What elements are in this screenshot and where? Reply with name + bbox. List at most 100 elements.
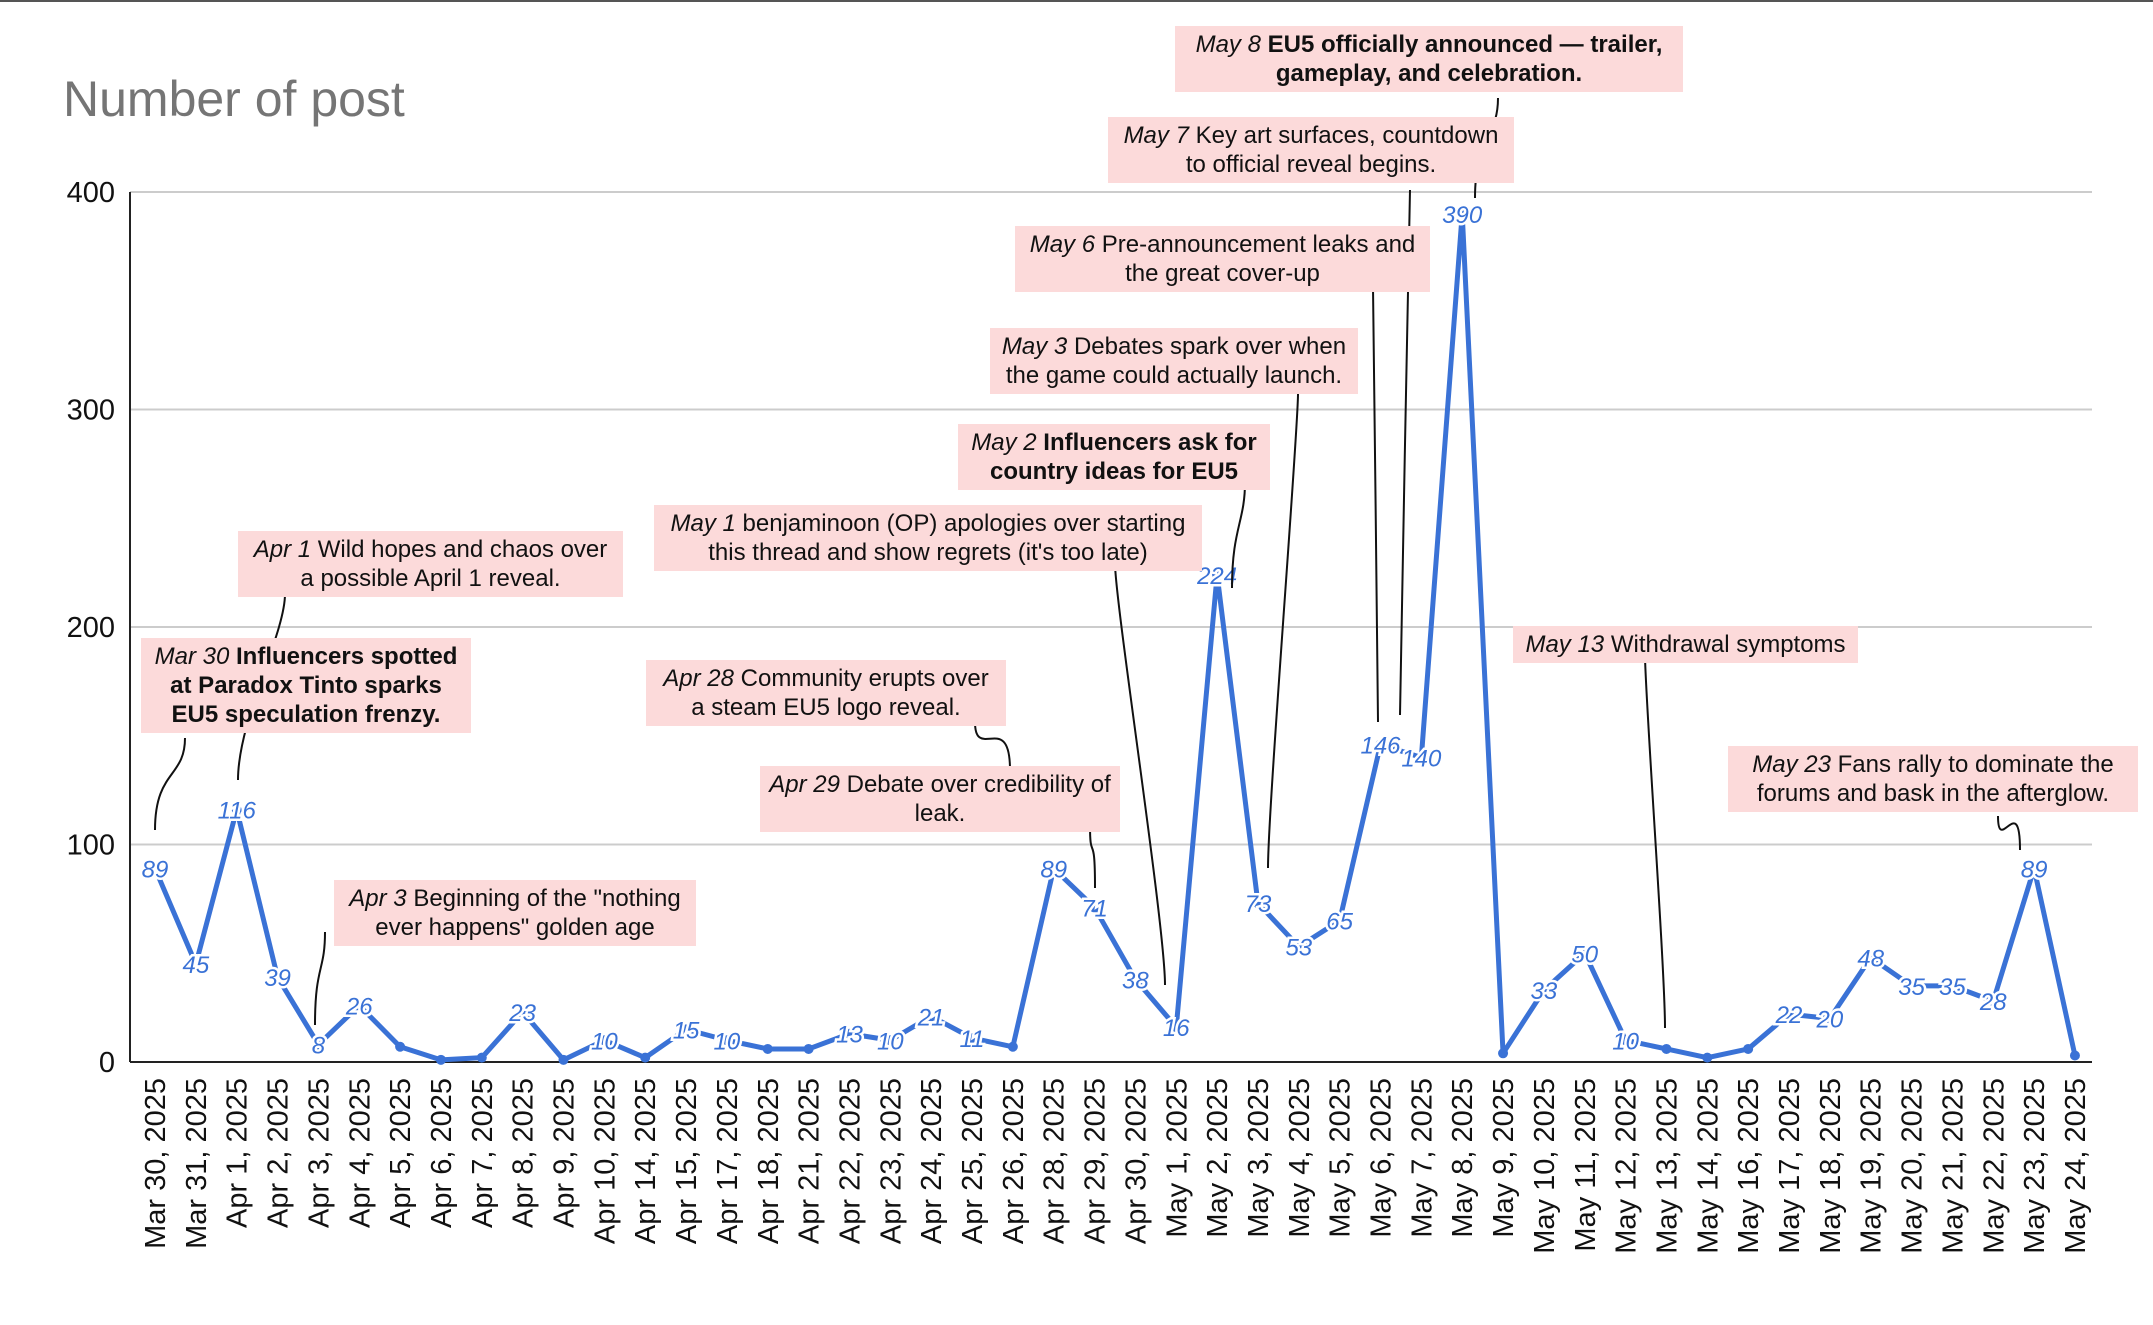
data-point [1130,974,1141,985]
x-tick-label: May 3, 2025 [1243,1078,1275,1238]
data-point [354,1000,365,1011]
data-point [190,959,201,970]
data-label: 10 [714,1028,741,1055]
x-tick-label: May 11, 2025 [1570,1078,1602,1252]
annotation-line: Apr 28 Community erupts over [654,664,998,693]
x-tick-label: Mar 30, 2025 [140,1078,172,1249]
annotation-line: country ideas for EU5 [966,457,1262,486]
x-tick-label: Apr 22, 2025 [834,1078,866,1244]
annotation-text: country ideas for EU5 [989,458,1239,485]
annotation-line: to official reveal begins. [1116,150,1506,179]
annotation-leader [1997,815,2021,851]
y-tick-label: 0 [99,1047,115,1079]
x-tick-label: Apr 9, 2025 [549,1078,581,1228]
data-label: 35 [1939,974,1966,1001]
annotation-date: May 8 [1195,31,1261,58]
annotation-date: Mar 30 [154,643,230,670]
annotation-line: Mar 30 Influencers spotted [149,642,463,671]
data-point [1293,941,1304,952]
x-tick-label: May 5, 2025 [1325,1078,1357,1238]
annotation-line: the game could actually launch. [998,361,1350,390]
annotation-text: Beginning of the "nothing [413,885,681,912]
data-label: 50 [1571,941,1598,968]
data-point [150,863,160,874]
x-tick-label: May 23, 2025 [2019,1078,2051,1254]
annotation-date: May 2 [971,429,1037,456]
annotation-text: the great cover-up [1125,260,1320,287]
data-point [721,1035,732,1046]
data-point [1538,985,1549,996]
data-point [1048,863,1059,874]
annotation-box: May 8 EU5 officially announced — trailer… [1175,26,1683,92]
annotation-box: May 6 Pre-announcement leaks and the grea… [1015,226,1430,292]
annotation-leader [1231,481,1246,589]
annotation-line: May 7 Key art surfaces, countdown [1116,121,1506,150]
x-tick-label: May 9, 2025 [1488,1078,1520,1238]
x-tick-label: Apr 5, 2025 [385,1078,417,1228]
annotation-text: the game could actually launch. [1005,362,1343,389]
data-point [1784,1009,1794,1020]
annotation-text: a steam EU5 logo reveal. [691,694,961,721]
data-label: 73 [1245,891,1272,918]
annotation-leader [1089,824,1096,889]
annotation-line: Apr 1 Wild hopes and chaos over [246,535,615,564]
data-point [803,1043,814,1054]
data-label: 13 [836,1022,863,1049]
series-line [152,211,2078,1063]
annotation-line: May 8 EU5 officially announced — trailer… [1183,30,1675,59]
data-point [599,1035,610,1046]
x-tick-label: Apr 7, 2025 [467,1078,499,1228]
data-point [1089,902,1100,913]
data-point [1743,1043,1754,1054]
annotation-text: Influencers ask for [1043,429,1257,456]
x-tick-label: Apr 18, 2025 [753,1078,785,1244]
data-point [1865,952,1876,963]
data-label: 89 [142,856,169,883]
x-tick-label: Apr 15, 2025 [671,1078,703,1244]
data-label: 140 [1401,746,1442,773]
data-point [681,1024,692,1035]
x-tick-label: Apr 28, 2025 [1039,1078,1071,1244]
annotation-text: to official reveal begins. [1185,151,1437,178]
x-tick-label: Apr 30, 2025 [1120,1078,1152,1244]
data-point [1007,1041,1018,1052]
annotation-line: forums and bask in the afterglow. [1736,779,2130,808]
data-point [1334,915,1345,926]
y-tick-label: 300 [67,395,115,427]
x-tick-label: Apr 14, 2025 [630,1078,662,1244]
x-tick-label: Apr 21, 2025 [794,1078,826,1244]
data-label: 23 [508,1000,536,1027]
annotation-box: May 7 Key art surfaces, countdown to offi… [1108,117,1514,183]
annotation-date: Apr 1 [253,536,312,563]
x-tick-label: May 19, 2025 [1856,1078,1888,1254]
data-point [2029,863,2040,874]
annotation-date: Apr 28 [663,665,734,692]
y-tick-label: 200 [67,612,115,644]
data-point [1824,1013,1835,1024]
data-point [967,1033,977,1044]
x-tick-label: May 16, 2025 [1733,1078,1765,1254]
annotation-line: May 1 benjaminoon (OP) apologies over st… [662,509,1194,538]
data-label: 26 [345,993,373,1020]
annotation-date: May 7 [1123,122,1189,149]
annotation-text: Debates spark over when [1073,333,1347,360]
data-label: 89 [1040,856,1067,883]
x-tick-label: May 8, 2025 [1447,1078,1479,1238]
annotation-text: gameplay, and celebration. [1275,60,1583,87]
annotation-text: Community erupts over [740,665,989,692]
data-point [1171,1022,1182,1033]
data-label: 10 [591,1028,618,1055]
annotation-line: a steam EU5 logo reveal. [654,693,998,722]
data-point [558,1054,569,1065]
y-tick-label: 100 [67,830,115,862]
x-tick-label: Apr 24, 2025 [916,1078,948,1244]
annotation-text: Wild hopes and chaos over [317,536,608,563]
annotation-leader [1114,562,1166,986]
data-point [1252,898,1263,909]
annotation-leader [1267,393,1299,869]
data-point [1702,1052,1713,1063]
x-tick-label: Apr 29, 2025 [1080,1078,1112,1244]
annotation-date: May 13 [1525,631,1605,658]
data-label: 33 [1531,978,1558,1005]
y-tick-label: 400 [67,177,115,209]
